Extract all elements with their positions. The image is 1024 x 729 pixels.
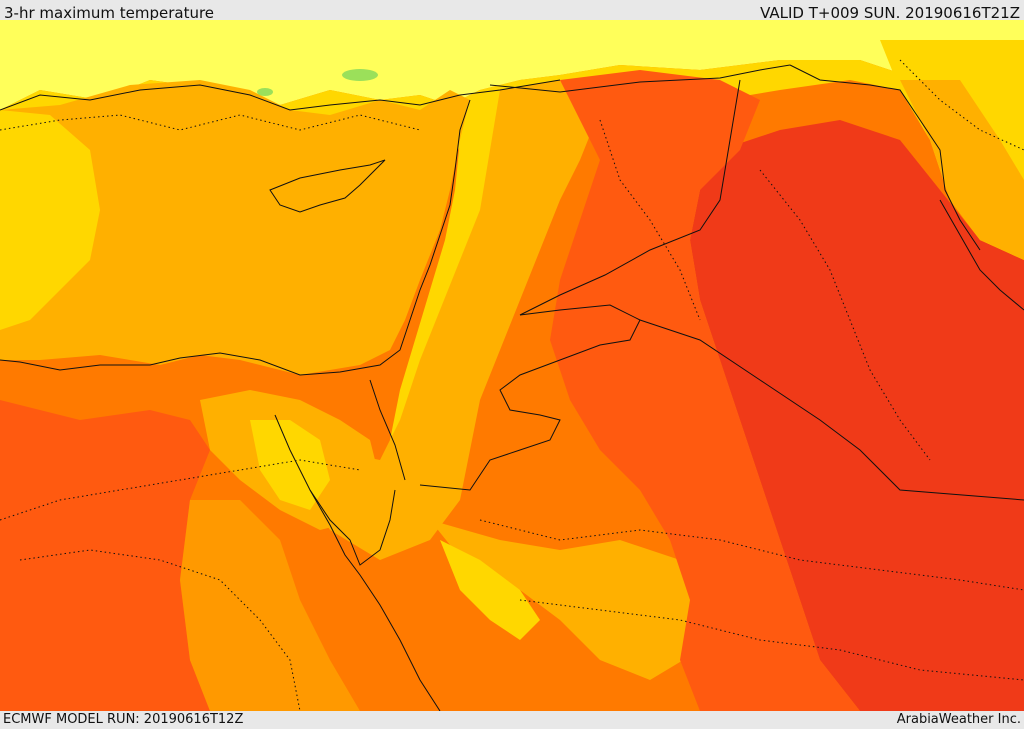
iraq-syria-border xyxy=(519,79,741,316)
province-line-saudi xyxy=(479,519,1024,591)
temperature-map xyxy=(0,20,1024,711)
province-lines xyxy=(0,59,1024,711)
province-line-iran xyxy=(899,59,1024,151)
turkey-coastline xyxy=(0,79,561,111)
credit-label: ArabiaWeather Inc. xyxy=(896,712,1021,727)
province-line-iraq xyxy=(759,169,931,461)
title-bar xyxy=(0,0,1024,20)
temp-zone-aegean xyxy=(0,110,100,330)
coastlines xyxy=(0,79,1024,711)
temp-zone-iraq-hot xyxy=(690,120,1024,711)
temp-zone-arabia-light xyxy=(430,520,720,680)
temp-zone-sinai-yellow xyxy=(250,420,330,510)
aqaba-gulf-coastline xyxy=(309,489,396,566)
levant-coastline xyxy=(0,99,471,376)
egypt-israel-border xyxy=(369,379,406,481)
temp-zone-green-hint xyxy=(342,69,378,81)
temp-zone-hejaz-yellow xyxy=(440,540,540,640)
province-line-egypt xyxy=(0,459,361,521)
province-line-saudi-2 xyxy=(519,599,1024,681)
temp-zone-egypt-west xyxy=(0,400,210,711)
province-line-syria xyxy=(599,119,701,321)
field-title: 3-hr maximum temperature xyxy=(4,4,215,22)
temp-zone-inland-light xyxy=(300,80,600,560)
syria-turkey-border xyxy=(489,64,791,93)
temp-zone-green-hint-2 xyxy=(257,88,273,96)
suez-gulf-coastline xyxy=(274,414,441,711)
temp-zone-north-yellow xyxy=(0,20,1024,110)
jordan-border xyxy=(419,304,641,491)
temp-zone-mediterranean xyxy=(0,80,470,375)
cyprus-coastline xyxy=(269,159,386,213)
saudi-iraq-border xyxy=(639,319,1024,501)
valid-time-label: VALID T+009 SUN. 20190616T21Z xyxy=(760,4,1020,22)
temp-zone-iraq-dark xyxy=(550,70,860,711)
borders xyxy=(369,64,1024,501)
temp-zone-egypt-light xyxy=(180,500,360,711)
temp-zone-iran-gold xyxy=(900,80,1024,260)
footer-bar xyxy=(0,711,1024,729)
model-run-label: ECMWF MODEL RUN: 20190616T12Z xyxy=(3,712,244,727)
iran-iraq-border xyxy=(789,64,981,251)
gulf-coastline xyxy=(939,199,1024,311)
province-line-egypt-2 xyxy=(19,549,301,711)
